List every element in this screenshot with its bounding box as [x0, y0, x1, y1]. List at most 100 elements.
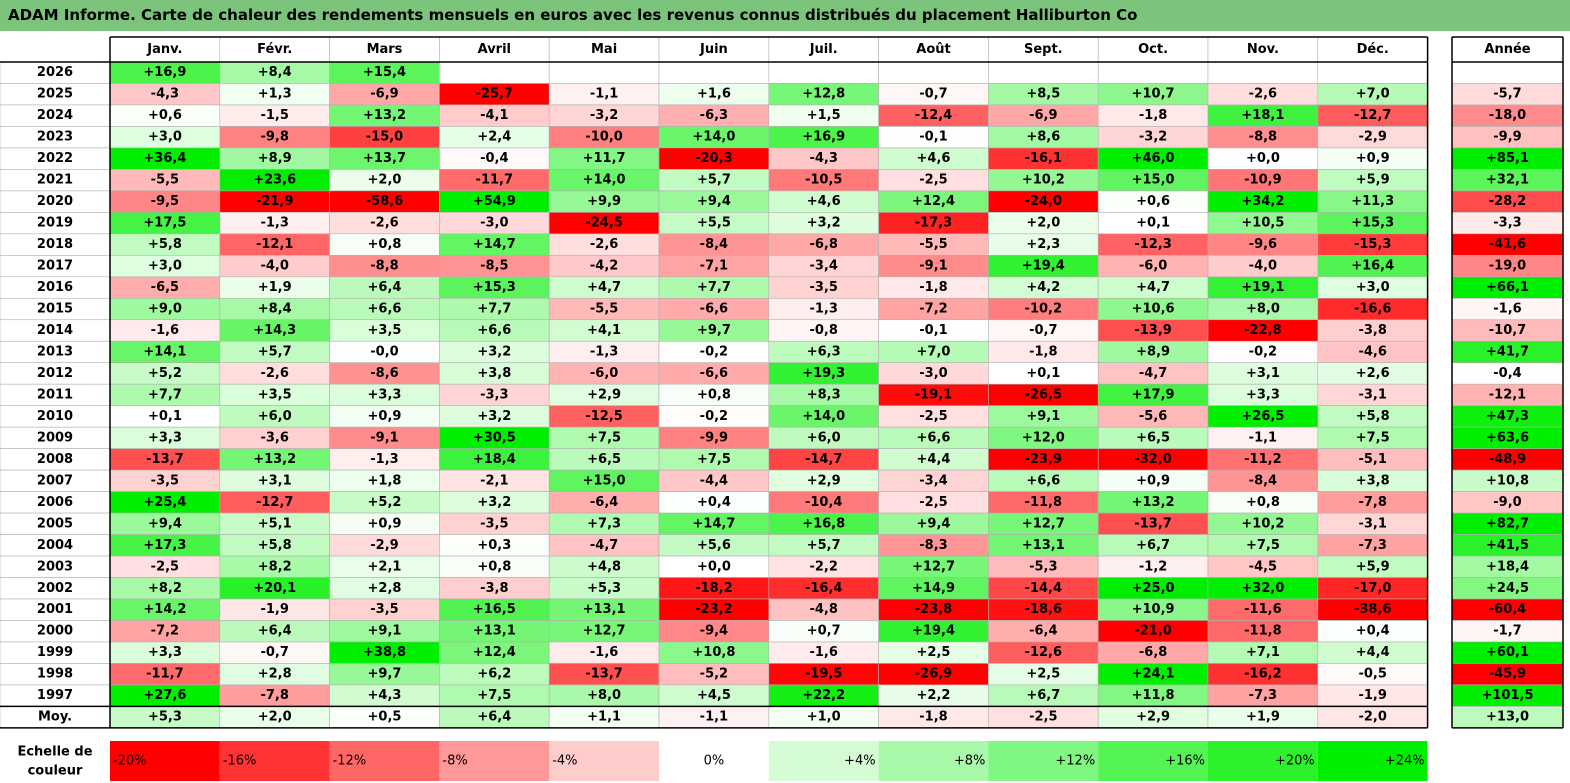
heat-cell-value: -1,9 — [260, 602, 288, 617]
heat-cell-value: +16,9 — [802, 130, 845, 145]
heat-cell-value: +1,1 — [587, 710, 621, 725]
heat-cell — [548, 61, 660, 84]
heat-cell-value: +0,7 — [807, 624, 841, 639]
color-scale-step-label: 0% — [704, 754, 725, 769]
heat-cell-value: +0,9 — [1356, 151, 1390, 166]
heat-cell-value: +2,2 — [917, 688, 951, 703]
heat-cell-value: +14,7 — [473, 237, 516, 252]
heat-cell-value: +18,4 — [473, 452, 516, 467]
annual-cell-value: -19,0 — [1489, 259, 1526, 274]
heat-cell — [658, 61, 770, 84]
heat-cell-value: +19,3 — [802, 366, 845, 381]
heat-cell — [439, 61, 550, 84]
heat-cell-value: +5,9 — [1356, 173, 1390, 188]
annual-cell-value: +13,0 — [1486, 710, 1529, 725]
heat-cell-value: -7,2 — [151, 624, 179, 639]
heat-cell-value: +12,8 — [802, 87, 845, 102]
color-scale-step-label: +16% — [1165, 754, 1205, 769]
annual-cell-value: +41,7 — [1486, 344, 1529, 359]
heat-cell-value: +9,7 — [697, 323, 731, 338]
heat-cell-value: -10,9 — [1244, 173, 1281, 188]
month-header-cell — [109, 36, 221, 63]
annual-cell-value: -1,6 — [1493, 302, 1521, 317]
heat-cell-value: -21,9 — [256, 194, 293, 209]
annual-cell-value: -41,6 — [1489, 237, 1526, 252]
month-header: Janv. — [146, 42, 182, 57]
annual-cell-value: -48,9 — [1489, 452, 1526, 467]
heat-cell-value: +13,2 — [363, 108, 406, 123]
heat-cell-value: -9,1 — [919, 259, 947, 274]
month-header: Sept. — [1024, 42, 1063, 57]
color-scale-swatch — [1317, 741, 1428, 781]
heat-cell-value: +7,1 — [1246, 645, 1280, 660]
heat-cell-value: -7,8 — [260, 688, 288, 703]
heat-cell-value: +2,1 — [368, 559, 402, 574]
heat-cell-value: +14,9 — [912, 581, 955, 596]
heat-cell-value: +2,4 — [477, 130, 511, 145]
year-label: 2004 — [37, 538, 73, 553]
heat-cell-value: -10,0 — [585, 130, 622, 145]
heat-cell-value: -17,0 — [1354, 581, 1391, 596]
heat-cell-value: +3,5 — [258, 387, 292, 402]
heat-cell-value: -16,4 — [805, 581, 842, 596]
heat-cell-value: +18,1 — [1241, 108, 1284, 123]
heat-cell-value: -5,1 — [1358, 452, 1386, 467]
heat-cell-value: -5,5 — [151, 173, 179, 188]
heat-cell-value: +12,0 — [1022, 430, 1065, 445]
heat-cell-value: +0,4 — [697, 495, 731, 510]
heat-cell-value: -17,3 — [915, 216, 952, 231]
heat-cell-value: -15,3 — [1354, 237, 1391, 252]
heat-cell-value: +15,3 — [1351, 216, 1394, 231]
heat-cell-value: +3,3 — [148, 430, 182, 445]
heat-cell-value: -0,0 — [370, 344, 398, 359]
heat-cell-value: +1,0 — [807, 710, 841, 725]
month-header-cell — [1097, 36, 1209, 63]
month-header: Août — [916, 42, 950, 57]
year-column-header: Année — [1484, 42, 1530, 57]
month-header-cell — [1207, 36, 1319, 63]
heat-cell-value: -3,5 — [809, 280, 837, 295]
heat-cell-value: -9,1 — [370, 430, 398, 445]
heat-cell-value: +5,3 — [587, 581, 621, 596]
heat-cell-value: +3,2 — [477, 409, 511, 424]
heat-cell-value: +11,7 — [583, 151, 626, 166]
heat-cell-value: -8,5 — [480, 259, 508, 274]
heat-cell-value: +36,4 — [143, 151, 186, 166]
heat-cell-value: -6,4 — [590, 495, 618, 510]
color-scale-step-label: +24% — [1385, 754, 1425, 769]
color-scale-label: Echelle de — [17, 745, 92, 760]
annual-cell-value: +32,1 — [1486, 173, 1529, 188]
heat-cell-value: +6,5 — [1136, 430, 1170, 445]
heat-cell-value: -6,8 — [809, 237, 837, 252]
year-label: 1997 — [37, 688, 73, 703]
heat-cell-value: -3,4 — [809, 259, 837, 274]
heat-cell-value: -9,4 — [700, 624, 728, 639]
annual-cell-value: -0,4 — [1493, 366, 1521, 381]
heat-cell-value: +38,8 — [363, 645, 406, 660]
heat-cell-value: +16,9 — [143, 65, 186, 80]
color-scale-swatch — [439, 741, 550, 781]
heat-cell-value: +13,2 — [1132, 495, 1175, 510]
heat-cell-value: +3,3 — [148, 645, 182, 660]
heat-cell-value: +2,5 — [1026, 667, 1060, 682]
heat-cell-value: +11,3 — [1351, 194, 1394, 209]
heat-cell-value: +5,5 — [697, 216, 731, 231]
year-label: 2023 — [37, 130, 73, 145]
heat-cell-value: +7,5 — [1356, 430, 1390, 445]
annual-cell-value: +63,6 — [1486, 430, 1529, 445]
heat-cell-value: +2,0 — [258, 710, 292, 725]
heat-cell-value: -1,6 — [809, 645, 837, 660]
heat-cell-value: -0,8 — [809, 323, 837, 338]
heat-cell-value: +8,4 — [258, 65, 292, 80]
heat-cell-value: -4,0 — [260, 259, 288, 274]
heat-cell-value: +5,2 — [148, 366, 182, 381]
heat-cell-value: -1,1 — [1249, 430, 1277, 445]
heat-cell-value: +5,7 — [697, 173, 731, 188]
year-label: 2015 — [37, 302, 73, 317]
heat-cell-value: -0,1 — [919, 323, 947, 338]
heat-cell-value: +4,3 — [368, 688, 402, 703]
heat-cell-value: +25,4 — [143, 495, 186, 510]
heat-cell-value: -8,8 — [370, 259, 398, 274]
heat-cell-value: -6,9 — [1029, 108, 1057, 123]
color-scale-swatch — [768, 741, 879, 781]
